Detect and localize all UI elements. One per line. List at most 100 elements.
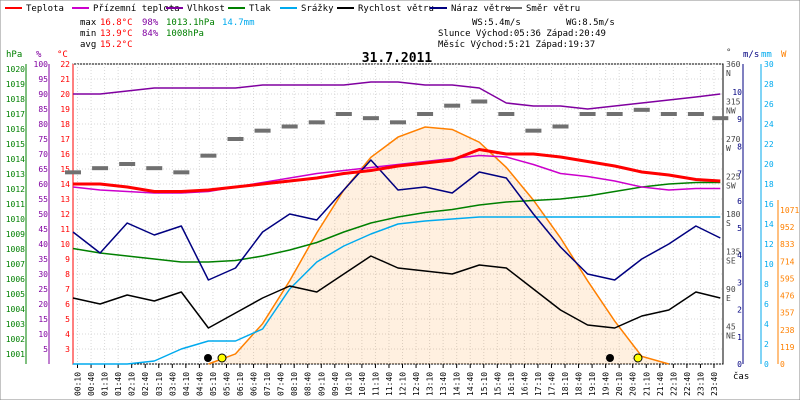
deg-tick-label: 135 bbox=[726, 248, 741, 257]
hpa-tick-label: 1016 bbox=[6, 125, 25, 134]
time-tick-label: 10:10 bbox=[344, 372, 353, 396]
time-tick-label: 22:10 bbox=[669, 372, 678, 396]
pct-tick-label: 65 bbox=[38, 165, 48, 174]
astro-markers bbox=[204, 353, 643, 363]
legend-label: Vlhkost bbox=[187, 4, 225, 14]
pct-tick-label: 85 bbox=[38, 105, 48, 114]
deg-tick-label: NE bbox=[726, 332, 736, 341]
wind-gust-line bbox=[72, 159, 721, 281]
time-tick-label: 03:40 bbox=[168, 372, 177, 396]
time-tick-label: 00:40 bbox=[87, 372, 96, 396]
time-tick-label: 05:40 bbox=[222, 372, 231, 396]
time-tick-label: 16:40 bbox=[520, 372, 529, 396]
hpa-tick-label: 1014 bbox=[6, 155, 25, 164]
legend-label: Tlak bbox=[249, 4, 271, 14]
mm-tick-label: 12 bbox=[764, 240, 774, 249]
hpa-tick-label: 1018 bbox=[6, 95, 25, 104]
ms-tick-label: 10 bbox=[732, 88, 742, 97]
w-tick-label: 238 bbox=[780, 326, 795, 335]
ms-tick-label: 4 bbox=[737, 251, 742, 260]
time-tick-label: 14:40 bbox=[466, 372, 475, 396]
w-tick-label: 714 bbox=[780, 257, 795, 266]
stats-max-label: max bbox=[80, 18, 97, 28]
time-tick-label: 09:40 bbox=[331, 372, 340, 396]
hpa-tick-label: 1004 bbox=[6, 305, 25, 314]
c-tick-label: 6 bbox=[65, 300, 70, 309]
pct-tick-label: 10 bbox=[38, 330, 48, 339]
hpa-tick-label: 1008 bbox=[6, 245, 25, 254]
right-axes: 360N315NW270W225SW180S135SE90E45NE109876… bbox=[726, 60, 799, 369]
c-tick-label: 12 bbox=[60, 210, 70, 219]
wind-direction-mark bbox=[173, 170, 190, 175]
moonset-marker bbox=[606, 354, 614, 362]
w-tick-label: 833 bbox=[780, 240, 795, 249]
humidity-line bbox=[73, 81, 721, 110]
wind-direction-mark bbox=[606, 112, 623, 116]
w-tick-label: 119 bbox=[780, 343, 795, 352]
deg-tick-label: S bbox=[726, 219, 731, 228]
legend-label: Přízemní teplota bbox=[93, 4, 180, 14]
moon-times: Měsíc Východ:5:21 Západ:19:37 bbox=[438, 40, 595, 50]
axis-units: hPa % °C ° m/s mm W čas bbox=[6, 48, 787, 382]
pct-tick-label: 80 bbox=[38, 120, 48, 129]
deg-tick-label: 315 bbox=[726, 98, 741, 107]
plot-area bbox=[65, 81, 729, 365]
pct-tick-label: 15 bbox=[38, 315, 48, 324]
hpa-tick-label: 1015 bbox=[6, 140, 25, 149]
unit-pct: % bbox=[36, 50, 42, 60]
deg-tick-label: 225 bbox=[726, 173, 741, 182]
hpa-tick-label: 1001 bbox=[6, 350, 25, 359]
c-tick-label: 15 bbox=[60, 165, 70, 174]
time-tick-label: 11:10 bbox=[371, 372, 380, 396]
ms-tick-label: 1 bbox=[737, 333, 742, 342]
temperature-line bbox=[73, 148, 721, 193]
wind-astro-block: WS:5.4m/s WG:8.5m/s Slunce Východ:05:36 … bbox=[438, 18, 615, 50]
hpa-tick-label: 1002 bbox=[6, 335, 25, 344]
mm-tick-label: 2 bbox=[764, 340, 769, 349]
time-tick-label: 11:40 bbox=[385, 372, 394, 396]
deg-tick-label: NW bbox=[726, 107, 736, 116]
mm-tick-label: 6 bbox=[764, 300, 769, 309]
wind-direction-mark bbox=[335, 112, 352, 116]
wind-direction-mark bbox=[390, 120, 406, 125]
stats-max-press: 1013.1hPa bbox=[166, 18, 215, 28]
c-tick-label: 3 bbox=[65, 345, 70, 354]
mm-tick-label: 20 bbox=[764, 160, 774, 169]
time-tick-label: 15:10 bbox=[480, 372, 489, 396]
wind-direction-mark bbox=[227, 137, 244, 141]
hpa-tick-label: 1019 bbox=[6, 80, 25, 89]
wind-direction-mark bbox=[687, 112, 704, 116]
stats-min-temp: 13.9°C bbox=[100, 29, 133, 39]
stats-max-hum: 98% bbox=[142, 18, 159, 28]
time-tick-label: 00:10 bbox=[74, 372, 83, 396]
ms-tick-label: 6 bbox=[737, 197, 742, 206]
c-tick-label: 11 bbox=[60, 225, 70, 234]
wind-direction-mark bbox=[92, 166, 109, 171]
time-tick-label: 19:40 bbox=[602, 372, 611, 396]
hpa-tick-label: 1012 bbox=[6, 185, 25, 194]
wind-speed-summary: WS:5.4m/s bbox=[472, 18, 521, 28]
pct-tick-label: 100 bbox=[34, 60, 49, 69]
time-tick-label: 04:10 bbox=[182, 372, 191, 396]
wind-direction-mark bbox=[712, 116, 729, 121]
time-tick-label: 04:40 bbox=[195, 372, 204, 396]
w-tick-label: 0 bbox=[780, 360, 785, 369]
time-tick-label: 21:40 bbox=[656, 372, 665, 396]
rain-line bbox=[73, 216, 721, 365]
hpa-tick-label: 1005 bbox=[6, 290, 25, 299]
mm-tick-label: 8 bbox=[764, 280, 769, 289]
c-tick-label: 19 bbox=[60, 105, 70, 114]
deg-tick-label: N bbox=[726, 69, 731, 78]
stats-max-rain: 14.7mm bbox=[222, 18, 255, 28]
time-tick-label: 23:10 bbox=[696, 372, 705, 396]
hpa-tick-label: 1011 bbox=[6, 200, 25, 209]
mm-tick-label: 22 bbox=[764, 140, 774, 149]
wind-direction-mark bbox=[119, 162, 136, 166]
time-tick-label: 03:10 bbox=[155, 372, 164, 396]
hpa-tick-label: 1007 bbox=[6, 260, 25, 269]
pct-tick-label: 25 bbox=[38, 285, 48, 294]
unit-w: W bbox=[781, 50, 787, 60]
time-tick-label: 02:40 bbox=[141, 372, 150, 396]
pct-tick-label: 5 bbox=[43, 345, 48, 354]
